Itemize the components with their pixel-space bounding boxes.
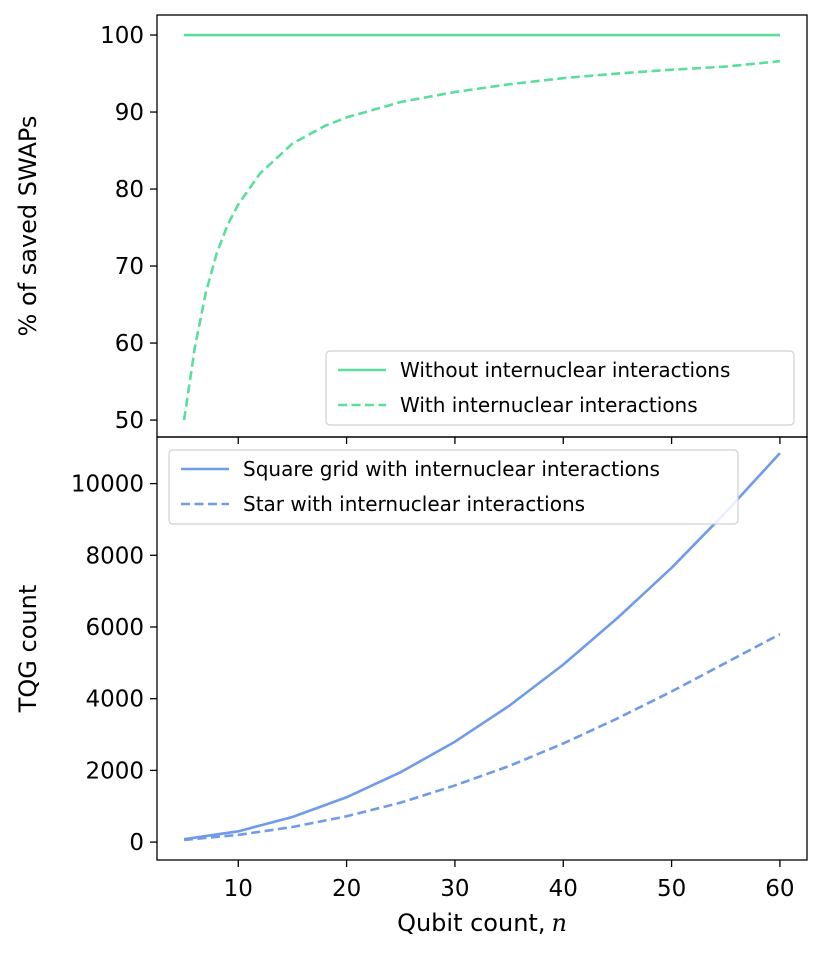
y-tick-label-1-3: 70 [115, 254, 144, 280]
series-line-1-2 [182, 59, 781, 421]
y-tick-label-1-6: 100 [100, 23, 144, 49]
legend-box-1 [325, 350, 795, 426]
x-tick-label-2-6: 60 [765, 876, 794, 902]
y-axis-title-2: TQG count [14, 585, 42, 714]
y-tick-label-2-5: 8000 [85, 543, 144, 569]
y-tick-label-1-5: 90 [115, 100, 144, 126]
x-tick-label-2-5: 50 [657, 876, 686, 902]
x-tick-label-2-1: 10 [224, 876, 253, 902]
y-axis-title-1: % of saved SWAPs [14, 116, 42, 337]
series-line-2-2 [183, 633, 781, 842]
axes-frame-2 [156, 436, 808, 861]
y-tick-label-2-3: 4000 [85, 687, 144, 713]
bottom-chart-tqg: 0 2000 4000 6000 8000 10000 10 20 30 40 50 60 TQG co… [14, 436, 808, 937]
y-tick-label-2-2: 2000 [85, 758, 144, 784]
y-tick-label-2-4: 6000 [85, 615, 144, 641]
legend-box-2 [168, 449, 739, 525]
legend-label-2-2: Star with internuclear interactions [243, 492, 585, 516]
y-tick-label-1-1: 50 [115, 408, 144, 434]
y-tick-label-2-1: 0 [129, 830, 144, 856]
x-tick-label-2-4: 40 [549, 876, 578, 902]
y-tick-label-1-2: 60 [115, 331, 144, 357]
x-tick-label-2-2: 20 [332, 876, 361, 902]
legend-label-2-1: Square grid with internuclear interactio… [243, 457, 660, 481]
y-tick-label-2-6: 10000 [71, 472, 144, 498]
top-chart-swaps: 50 60 70 80 90 100 % of saved SWAPs Without int… [14, 14, 808, 444]
y-tick-label-1-4: 80 [115, 177, 144, 203]
x-tick-label-2-3: 30 [440, 876, 469, 902]
x-axis-title-variable: n [551, 909, 566, 937]
x-axis-title: Qubit count, n [397, 909, 567, 937]
series-line-2-1 [183, 452, 781, 841]
legend-label-1-1: Without internuclear interactions [400, 358, 730, 382]
x-axis-title-text: Qubit count, [397, 909, 545, 937]
legend-label-1-2: With internuclear interactions [400, 393, 698, 417]
